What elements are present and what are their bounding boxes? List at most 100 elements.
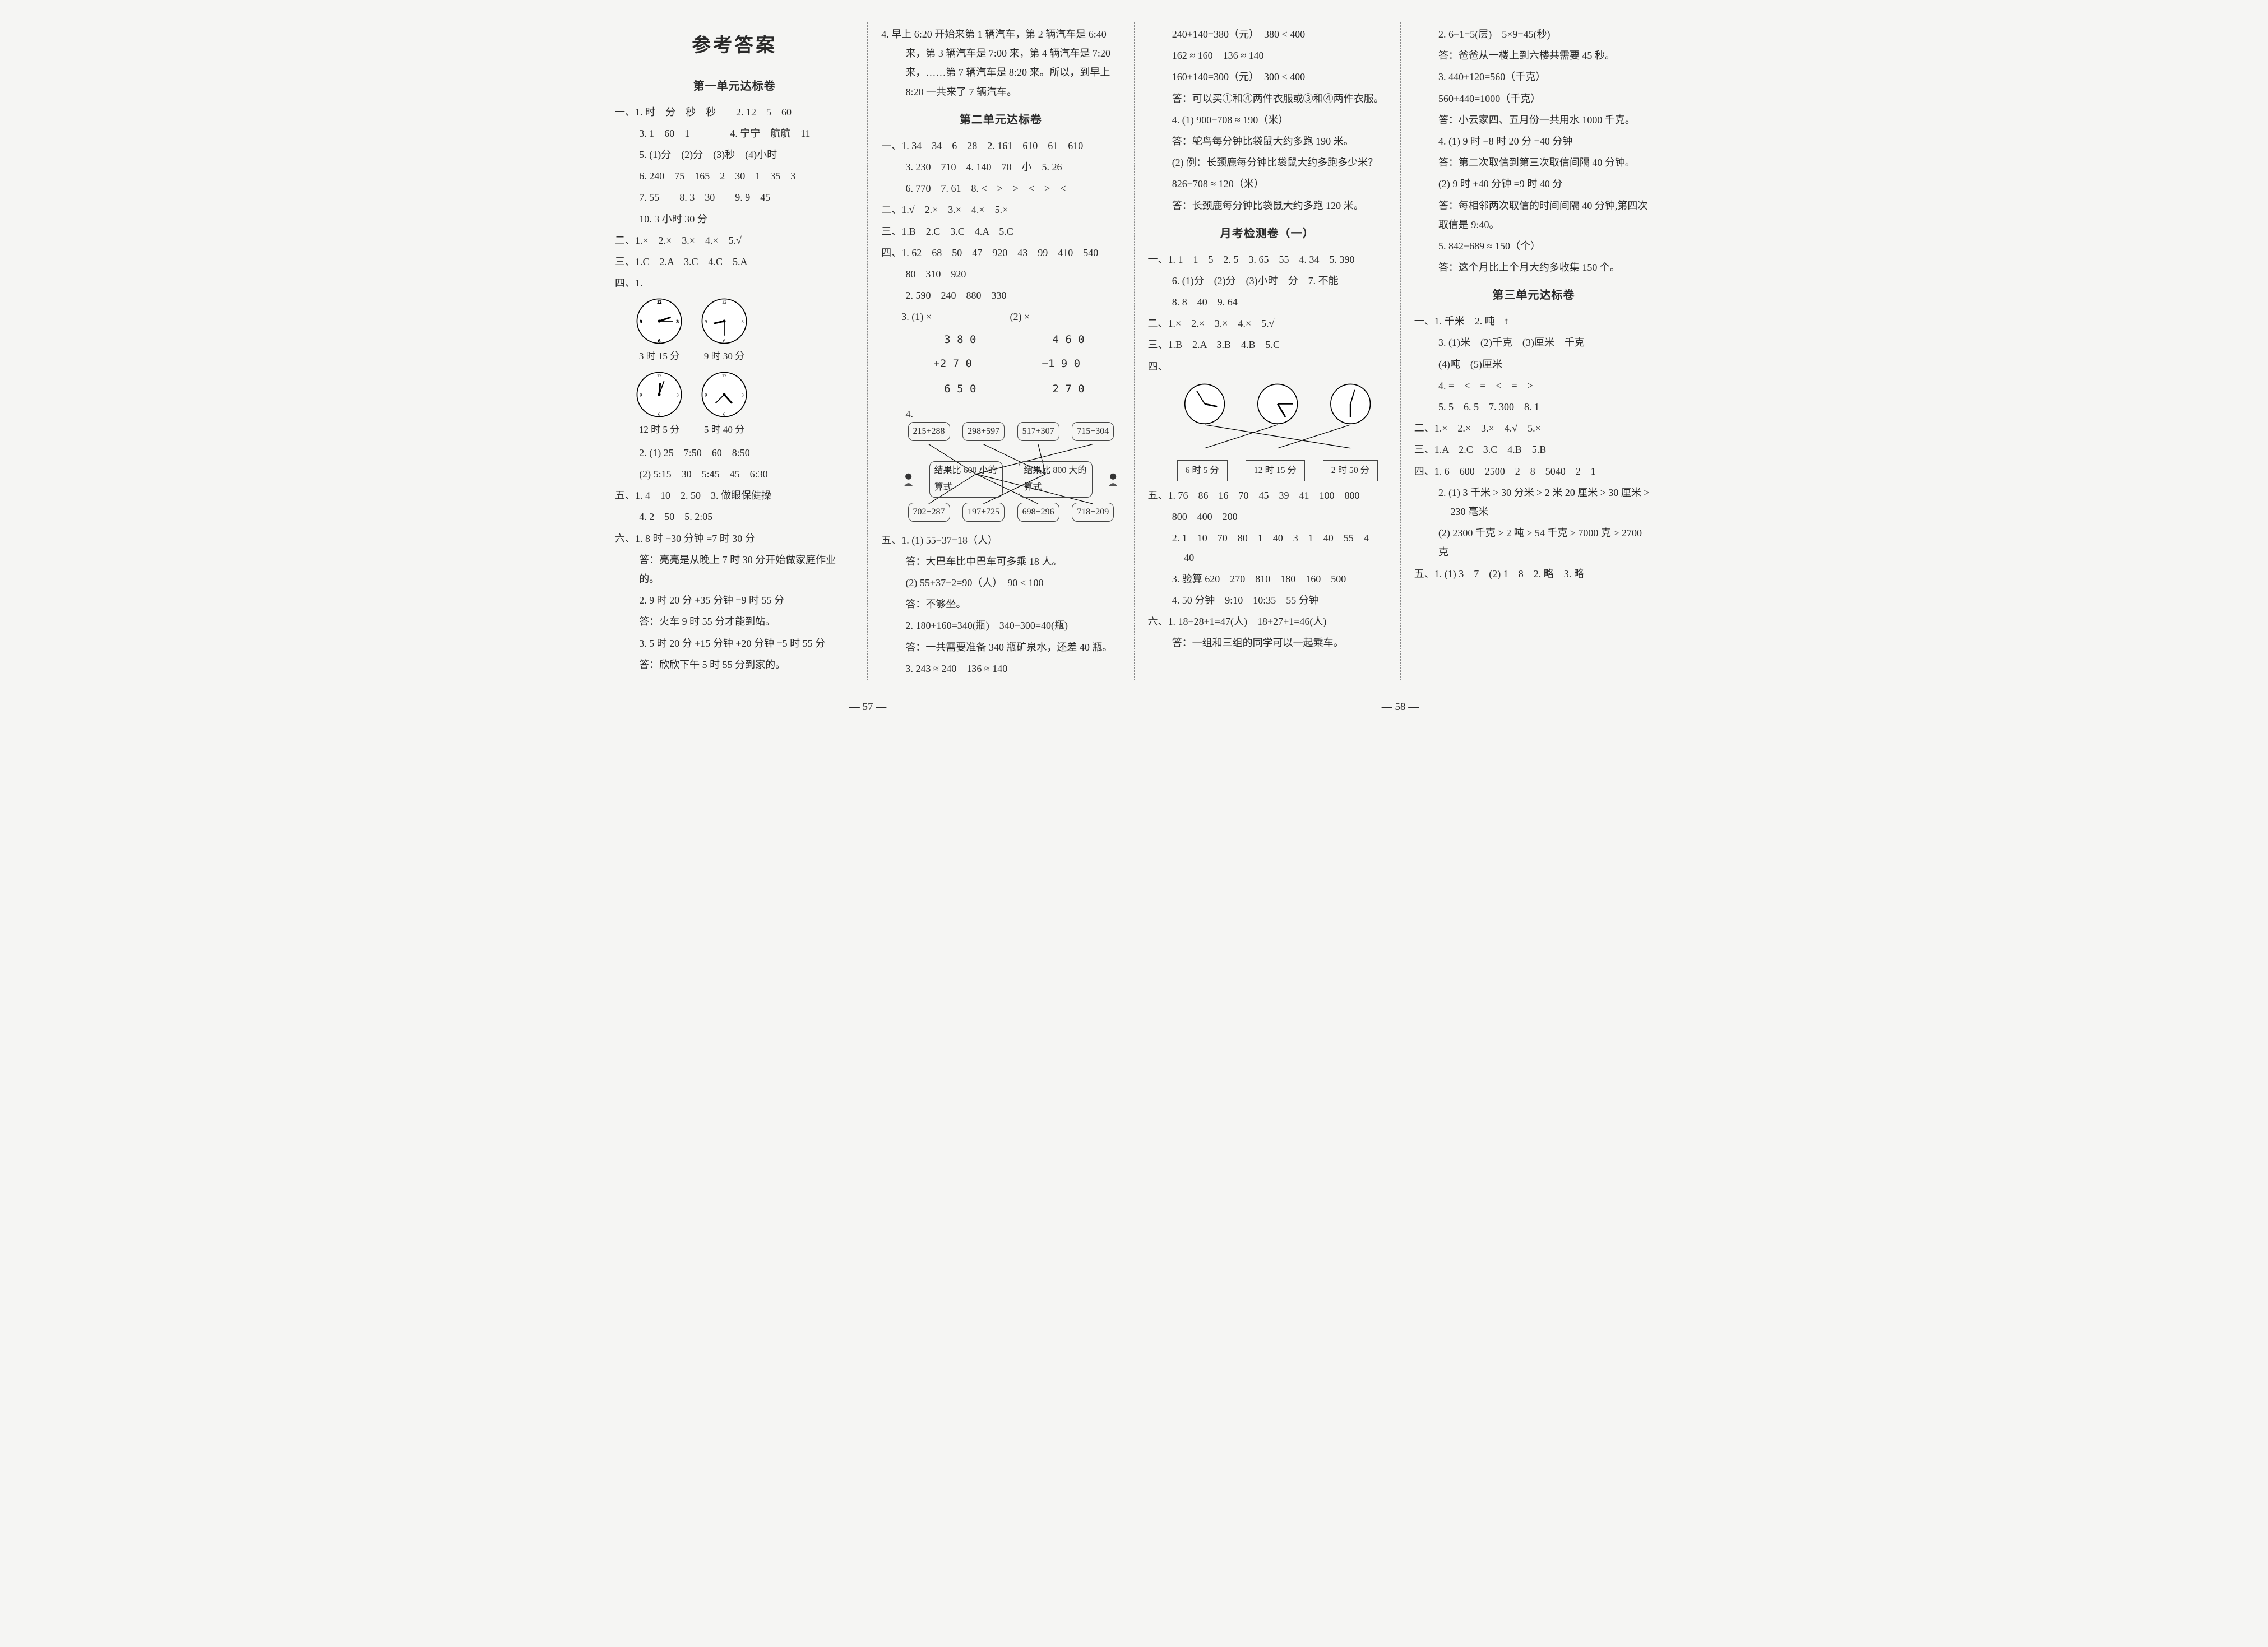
answer-line: 一、1. 时 分 秒 秒 2. 12 5 60 bbox=[615, 103, 854, 122]
page-spread: 参考答案 第一单元达标卷 一、1. 时 分 秒 秒 2. 12 5 60 3. … bbox=[601, 22, 1667, 680]
answer-line: 六、1. 8 时 −30 分钟 =7 时 30 分 bbox=[615, 529, 854, 548]
answer-line: 五、1. (1) 3 7 (2) 1 8 2. 略 3. 略 bbox=[1414, 564, 1653, 583]
answer-line: 3. 验算 620 270 810 180 160 500 bbox=[1148, 569, 1387, 588]
answer-line: 8. 8 40 9. 64 bbox=[1148, 293, 1387, 312]
vertical-arith-row: 3. (1) × 3 8 0 +2 7 0 6 5 0 (2) × 4 6 0 … bbox=[881, 307, 1120, 402]
clock-caption: 12 时 5 分 bbox=[635, 421, 683, 439]
clock-caption: 3 时 15 分 bbox=[635, 347, 683, 365]
answer-line: 160+140=300（元） 300 < 400 bbox=[1148, 67, 1387, 86]
clock-3-15: 12 3 6 9 3 时 15 分 bbox=[635, 297, 683, 365]
answer-line: 三、1.B 2.C 3.C 4.A 5.C bbox=[881, 222, 1120, 241]
answer-line: 4. (1) 900−708 ≈ 190（米） bbox=[1148, 110, 1387, 129]
page-numbers: — 57 — — 58 — bbox=[601, 680, 1667, 717]
expr-box: 215+288 bbox=[908, 422, 950, 441]
answer-line: (2) 5:15 30 5:45 45 6:30 bbox=[615, 465, 854, 484]
clock-icon: 12 3 6 9 bbox=[635, 297, 683, 345]
answer-line: 2. 6−1=5(层) 5×9=45(秒) bbox=[1414, 25, 1653, 44]
answer-line: 3. 440+120=560（千克） bbox=[1414, 67, 1653, 86]
svg-text:9: 9 bbox=[640, 319, 642, 324]
answer-line: 答：可以买①和④两件衣服或③和④两件衣服。 bbox=[1148, 89, 1387, 108]
answer-line: 一、1. 千米 2. 吨 t bbox=[1414, 312, 1653, 331]
answer-line: (2) 9 时 +40 分钟 =9 时 40 分 bbox=[1414, 174, 1653, 193]
answer-line: 3. 5 时 20 分 +15 分钟 +20 分钟 =5 时 55 分 bbox=[615, 634, 854, 653]
arith-label: (2) × bbox=[1010, 311, 1030, 322]
answer-line: 答：不够坐。 bbox=[881, 595, 1120, 614]
answer-line: 6. 770 7. 61 8. < > > < > < bbox=[881, 179, 1120, 198]
answer-line: 162 ≈ 160 136 ≈ 140 bbox=[1148, 46, 1387, 65]
answer-line: 四、1. 6 600 2500 2 8 5040 2 1 bbox=[1414, 462, 1653, 481]
answer-line: 5. 5 6. 5 7. 300 8. 1 bbox=[1414, 397, 1653, 416]
answer-line: 4. = < = < = > bbox=[1414, 376, 1653, 395]
answer-line: 答：每相邻两次取信的时间间隔 40 分钟,第四次取信是 9:40。 bbox=[1414, 196, 1653, 234]
answer-line: 五、1. (1) 55−37=18（人） bbox=[881, 531, 1120, 550]
svg-text:3: 3 bbox=[677, 319, 679, 324]
expr-box: 718−209 bbox=[1072, 503, 1114, 522]
arith-block: 3. (1) × 3 8 0 +2 7 0 6 5 0 bbox=[901, 307, 976, 402]
answer-line: 10. 3 小时 30 分 bbox=[615, 210, 854, 229]
arith-line: −1 9 0 bbox=[1010, 354, 1084, 375]
svg-text:3: 3 bbox=[742, 319, 744, 324]
answer-line: 3. 243 ≈ 240 136 ≈ 140 bbox=[881, 659, 1120, 678]
time-box: 12 时 15 分 bbox=[1246, 460, 1305, 481]
clock-12-05: 12 3 6 9 12 时 5 分 bbox=[635, 370, 683, 439]
answer-line: 答：一共需要准备 340 瓶矿泉水，还差 40 瓶。 bbox=[881, 638, 1120, 657]
answer-line: 826−708 ≈ 120（米） bbox=[1148, 174, 1387, 193]
svg-text:9: 9 bbox=[705, 392, 707, 397]
answer-line: 答：爸爸从一楼上到六楼共需要 45 秒。 bbox=[1414, 46, 1653, 65]
clock-5-40: 12 3 6 9 5 时 40 分 bbox=[700, 370, 748, 439]
expr-box: 702−287 bbox=[908, 503, 950, 522]
arith-line: 4 6 0 bbox=[1010, 330, 1084, 350]
answer-line: 答：一组和三组的同学可以一起乘车。 bbox=[1148, 633, 1387, 652]
answer-line: 5. 842−689 ≈ 150（个） bbox=[1414, 236, 1653, 256]
arith-block: (2) × 4 6 0 −1 9 0 2 7 0 bbox=[1010, 307, 1084, 402]
answer-line: 六、1. 18+28+1=47(人) 18+27+1=46(人) bbox=[1148, 612, 1387, 631]
answer-line: 答：长颈鹿每分钟比袋鼠大约多跑 120 米。 bbox=[1148, 196, 1387, 215]
answer-line: 五、1. 4 10 2. 50 3. 做眼保健操 bbox=[615, 486, 854, 505]
clock-icon: 12 3 6 9 bbox=[635, 370, 683, 419]
svg-text:12: 12 bbox=[722, 373, 727, 378]
answer-line: 答：这个月比上个月大约多收集 150 个。 bbox=[1414, 258, 1653, 277]
page-number-right: — 58 — bbox=[1134, 697, 1667, 717]
answer-line: 答：亮亮是从晚上 7 时 30 分开始做家庭作业的。 bbox=[615, 550, 854, 588]
expr-box: 715−304 bbox=[1072, 422, 1114, 441]
arith-line: 3 8 0 bbox=[901, 330, 976, 350]
svg-text:6: 6 bbox=[658, 338, 661, 344]
answer-line: 二、1.√ 2.× 3.× 4.× 5.× bbox=[881, 200, 1120, 219]
clock-match-svg bbox=[1168, 381, 1387, 464]
answer-line: 四、1. 62 68 50 47 920 43 99 410 540 bbox=[881, 243, 1120, 262]
answer-line: 四、1. bbox=[615, 273, 854, 293]
answer-line: 二、1.× 2.× 3.× 4.× 5.√ bbox=[1148, 314, 1387, 333]
answer-line: 2. 590 240 880 330 bbox=[881, 286, 1120, 305]
column-2: 4. 早上 6:20 开始来第 1 辆汽车，第 2 辆汽车是 6:40 来，第 … bbox=[868, 22, 1134, 680]
arith-label: 3. (1) × bbox=[901, 311, 932, 322]
expr-box: 698−296 bbox=[1017, 503, 1059, 522]
answer-line: (4)吨 (5)厘米 bbox=[1414, 355, 1653, 374]
time-box: 2 时 50 分 bbox=[1323, 460, 1378, 481]
answer-line: 答：火车 9 时 55 分才能到站。 bbox=[615, 612, 854, 631]
unit1-title: 第一单元达标卷 bbox=[615, 76, 854, 97]
page-number-left: — 57 — bbox=[601, 697, 1134, 717]
answer-line: 4. (1) 9 时 −8 时 20 分 =40 分钟 bbox=[1414, 132, 1653, 151]
answer-line: 6. (1)分 (2)分 (3)小时 分 7. 不能 bbox=[1148, 271, 1387, 290]
svg-text:6: 6 bbox=[658, 411, 661, 416]
answer-line: 一、1. 1 1 5 2. 5 3. 65 55 4. 34 5. 390 bbox=[1148, 250, 1387, 269]
answer-line: 2. (1) 3 千米 > 30 分米 > 2 米 20 厘米 > 30 厘米 … bbox=[1414, 483, 1653, 521]
clock-icon: 12 3 6 9 bbox=[700, 370, 748, 419]
child-icon bbox=[901, 470, 915, 488]
svg-text:6: 6 bbox=[723, 338, 726, 344]
answer-line: 一、1. 34 34 6 28 2. 161 610 61 610 bbox=[881, 136, 1120, 155]
category-box: 结果比 800 大的算式 bbox=[1019, 461, 1093, 498]
svg-text:12: 12 bbox=[657, 299, 662, 305]
child-icon bbox=[1106, 470, 1120, 488]
answer-line: 三、1.C 2.A 3.C 4.C 5.A bbox=[615, 252, 854, 271]
answer-line: 二、1.× 2.× 3.× 4.× 5.√ bbox=[615, 231, 854, 250]
clock-caption: 5 时 40 分 bbox=[700, 421, 748, 439]
answer-line: 4. 50 分钟 9:10 10:35 55 分钟 bbox=[1148, 591, 1387, 610]
answer-line: 答：鸵鸟每分钟比袋鼠大约多跑 190 米。 bbox=[1148, 132, 1387, 151]
arith-line: 2 7 0 bbox=[1010, 379, 1084, 399]
clock-match-diagram: 6 时 5 分 12 时 15 分 2 时 50 分 bbox=[1168, 381, 1387, 481]
svg-text:3: 3 bbox=[742, 392, 744, 397]
answer-line: 800 400 200 bbox=[1148, 507, 1387, 526]
answer-line: 80 310 920 bbox=[881, 265, 1120, 284]
answer-line: (2) 例：长颈鹿每分钟比袋鼠大约多跑多少米？ bbox=[1148, 153, 1387, 172]
